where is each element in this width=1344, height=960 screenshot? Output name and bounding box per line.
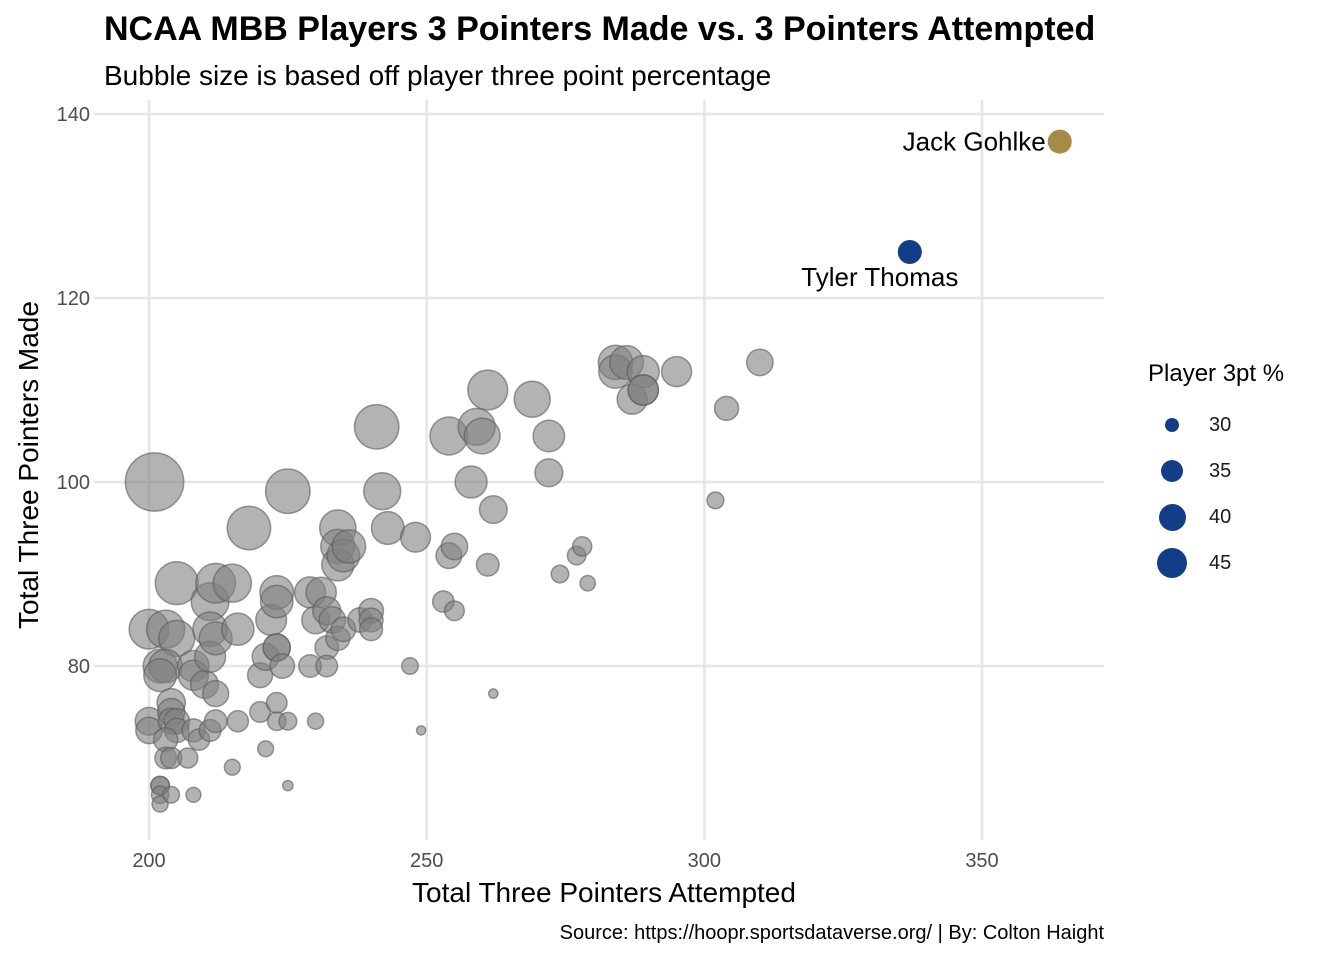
highlight-point (1047, 129, 1072, 154)
data-point (487, 688, 499, 700)
legend: Player 3pt % 30 35 40 45 (1148, 360, 1338, 578)
legend-size-swatch (1161, 460, 1183, 482)
chart-title: NCAA MBB Players 3 Pointers Made vs. 3 P… (104, 10, 1096, 48)
data-point (579, 574, 597, 592)
data-point (571, 536, 593, 557)
data-point (370, 510, 405, 546)
data-point (124, 452, 185, 512)
chart-subtitle: Bubble size is based off player three po… (104, 60, 772, 91)
x-tick-label: 350 (965, 850, 998, 872)
data-point (201, 679, 230, 708)
data-point (264, 468, 311, 515)
data-point (353, 403, 400, 450)
legend-entry: 45 (1148, 548, 1298, 578)
data-point (315, 654, 339, 678)
chart-caption: Source: https://hoopr.sportsdataverse.or… (559, 922, 1104, 944)
axes: 200 250 300 350 80 100 120 140 Total Three Point… (13, 104, 999, 908)
point-label: Tyler Thomas (801, 262, 958, 292)
y-axis-label: Total Three Pointers Made (13, 301, 44, 629)
data-point (443, 600, 466, 622)
data-point (259, 584, 294, 619)
data-point (399, 521, 432, 553)
data-point (306, 712, 325, 730)
data-point (713, 395, 740, 422)
data-point (212, 563, 253, 604)
legend-size-swatch (1165, 418, 1179, 432)
data-point (221, 612, 255, 647)
data-point (269, 653, 296, 679)
legend-label: 30 (1209, 414, 1232, 436)
legend-label: 35 (1209, 460, 1232, 482)
data-point (463, 417, 501, 455)
highlighted-points: Jack Gohlke Tyler Thomas (801, 127, 1072, 292)
legend-size-swatch (1158, 503, 1186, 531)
x-axis-label: Total Three Pointers Attempted (412, 877, 796, 908)
data-point (415, 725, 427, 736)
data-point (454, 465, 488, 499)
y-tick-label: 120 (57, 288, 90, 310)
data-point (248, 700, 272, 724)
legend-entry: 40 (1148, 502, 1298, 532)
legend-entry: 30 (1148, 410, 1298, 440)
x-tick-label: 250 (410, 850, 443, 872)
legend-label: 40 (1209, 506, 1232, 528)
data-point (162, 785, 181, 804)
data-point (177, 747, 199, 769)
data-point (265, 691, 288, 714)
legend-size-swatch (1157, 548, 1187, 578)
highlight-point (897, 240, 922, 264)
data-point (475, 552, 500, 577)
x-tick-label: 200 (132, 850, 165, 872)
data-points (124, 344, 774, 813)
data-point (660, 355, 693, 388)
y-tick-label: 80 (68, 656, 90, 678)
data-point (440, 532, 469, 561)
x-tick-label: 300 (688, 850, 721, 872)
data-point (281, 779, 294, 792)
data-point (627, 374, 660, 406)
legend-entry: 35 (1148, 456, 1298, 486)
y-tick-label: 140 (57, 104, 90, 126)
data-point (256, 740, 275, 758)
data-point (550, 564, 570, 584)
data-point (185, 786, 202, 803)
data-point (532, 419, 566, 453)
data-point (706, 491, 725, 510)
data-point (513, 380, 551, 418)
data-point (467, 369, 509, 411)
legend-label: 45 (1209, 552, 1232, 574)
data-point (278, 711, 298, 731)
data-point (745, 348, 774, 377)
y-tick-label: 100 (57, 472, 90, 494)
data-point (331, 528, 367, 564)
legend-title: Player 3pt % (1148, 360, 1285, 387)
point-label: Jack Gohlke (903, 127, 1046, 157)
data-point (363, 471, 402, 511)
data-point (358, 617, 384, 642)
data-point (400, 656, 420, 676)
data-point (223, 758, 241, 776)
data-point (226, 709, 250, 733)
data-point (534, 458, 564, 488)
data-point (478, 495, 508, 525)
data-point (203, 709, 228, 734)
data-point (226, 505, 272, 551)
data-point (143, 658, 178, 693)
